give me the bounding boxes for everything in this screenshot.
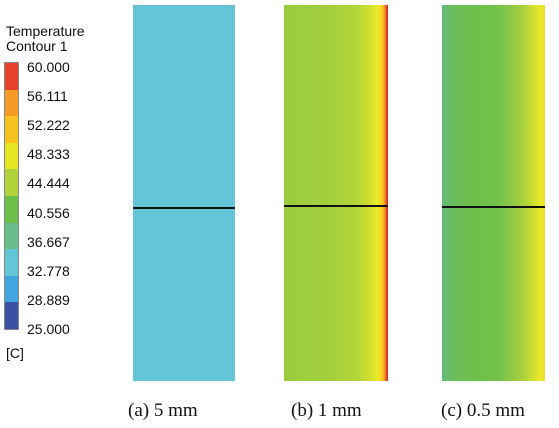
unit-label: [C] — [6, 345, 24, 361]
caption-c: (c) 0.5 mm — [441, 400, 525, 421]
centerline — [442, 206, 545, 208]
contour-panel-0-5mm — [442, 5, 545, 381]
caption-b: (b) 1 mm — [291, 400, 362, 421]
colorbar-tick-label: 48.333 — [27, 146, 70, 163]
colorbar-segment — [5, 169, 18, 196]
colorbar-segment — [5, 89, 18, 117]
colorbar-segment — [5, 63, 18, 90]
centerline — [133, 207, 235, 209]
colorbar-tick-label: 40.556 — [27, 204, 70, 221]
colorbar-tick-label: 56.111 — [27, 88, 68, 105]
colorbar-segment — [5, 142, 18, 170]
centerline — [284, 205, 388, 207]
contour-panel-1mm — [284, 5, 388, 381]
colorbar-segment — [5, 249, 18, 276]
colorbar-segment — [5, 302, 18, 329]
legend-title: Temperature Contour 1 — [6, 24, 85, 54]
colorbar-segment — [5, 275, 18, 303]
colorbar — [4, 62, 19, 330]
colorbar-tick-label: 36.667 — [27, 233, 70, 250]
colorbar-tick-label: 32.778 — [27, 262, 70, 279]
colorbar-tick-label: 60.000 — [27, 59, 70, 75]
colorbar-segment — [5, 222, 18, 250]
legend-title-line1: Temperature — [6, 23, 85, 39]
colorbar-tick-label: 28.889 — [27, 291, 70, 308]
colorbar-tick-label: 25.000 — [27, 320, 70, 337]
colorbar-segment — [5, 195, 18, 223]
colorbar-tick-label: 44.444 — [27, 175, 70, 192]
caption-a: (a) 5 mm — [128, 400, 198, 421]
colorbar-segment — [5, 116, 18, 143]
colorbar-tick-label: 52.222 — [27, 117, 70, 134]
contour-panel-5mm — [133, 5, 235, 381]
legend-title-line2: Contour 1 — [6, 38, 68, 54]
